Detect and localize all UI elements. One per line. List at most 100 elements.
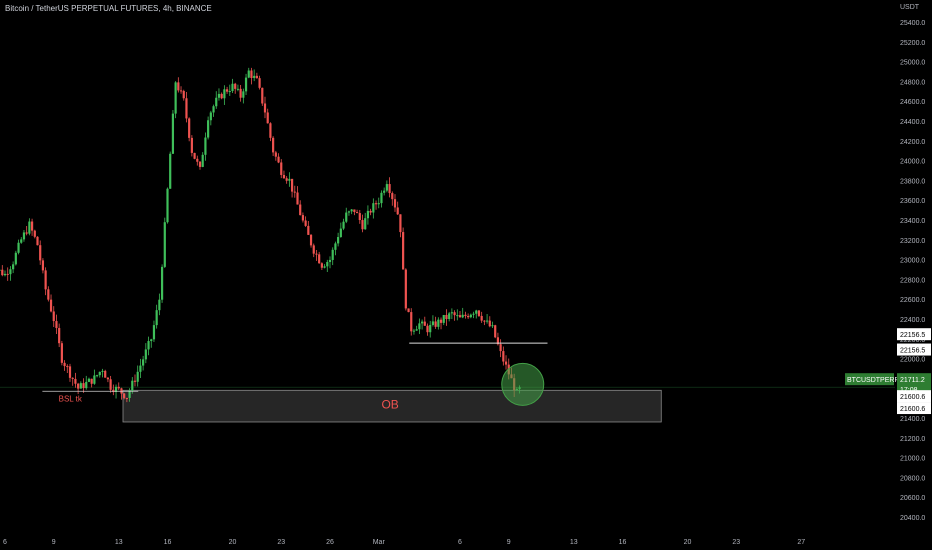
candle-body <box>448 313 451 320</box>
candle-body <box>142 359 145 366</box>
price-tag-level-2: 22156.5 <box>900 348 925 355</box>
candle-body <box>12 264 15 270</box>
candle-body <box>307 225 310 235</box>
candle-body <box>128 390 131 398</box>
candle-body <box>3 273 7 276</box>
price-tick-label: 23600.0 <box>900 198 925 205</box>
price-tag-level-1: 22156.5 <box>900 332 925 339</box>
time-tick-label: 13 <box>570 539 578 546</box>
time-tick-label: 9 <box>507 539 511 546</box>
candle-body <box>331 249 334 260</box>
candle-body <box>225 89 229 92</box>
order-block-layer <box>122 389 662 423</box>
candle-body <box>347 211 351 213</box>
candle-body <box>339 228 342 238</box>
price-tick-label: 25400.0 <box>900 20 925 27</box>
candle-body <box>155 310 158 326</box>
candle-body <box>445 314 448 320</box>
candle-body <box>95 375 99 377</box>
price-tick-label: 20600.0 <box>900 495 925 502</box>
candle-body <box>385 184 388 191</box>
candle-body <box>299 204 302 216</box>
candle-body <box>196 158 199 162</box>
candle-body <box>269 123 272 138</box>
price-axis[interactable]: 25400.0 25200.0 25000.0 24800.0 24600.0 24400… <box>900 20 925 522</box>
candle-body <box>6 273 9 275</box>
candle-body <box>312 245 315 254</box>
candle-body <box>423 321 426 326</box>
time-axis[interactable]: 6 9 13 16 20 23 26 Mar 6 9 13 16 20 23 27 <box>3 539 805 546</box>
candle-body <box>318 254 321 264</box>
candle-body <box>426 325 429 333</box>
candle-body <box>63 362 66 367</box>
candle-body <box>345 212 348 222</box>
candle-body <box>502 351 505 362</box>
candle-body <box>204 137 207 155</box>
candle-body <box>71 377 74 379</box>
candle-body <box>328 259 332 263</box>
price-tick-label: 24200.0 <box>900 139 925 146</box>
candle-body <box>404 269 407 309</box>
candle-body <box>39 245 42 261</box>
candle-body <box>323 266 326 268</box>
candle-body <box>236 88 240 90</box>
candle-body <box>499 344 502 352</box>
candle-body <box>431 321 435 325</box>
candle-body <box>475 310 478 314</box>
candle-body <box>442 314 445 323</box>
candle-body <box>109 379 112 390</box>
price-tag-level-3: 21600.6 <box>900 394 925 401</box>
price-tick-label: 20400.0 <box>900 515 925 522</box>
candle-body <box>217 93 221 98</box>
price-tags: 22156.522156.5BTCUSDTPERP21711.217:08216… <box>845 328 931 415</box>
price-tick-label: 22000.0 <box>900 357 925 364</box>
candle-body <box>391 193 394 200</box>
time-tick-label: 6 <box>458 539 462 546</box>
highlight-circle <box>501 362 545 406</box>
candle-body <box>412 330 416 332</box>
candle-body <box>239 88 242 98</box>
candle-body <box>68 366 72 378</box>
time-tick-label: 26 <box>326 539 334 546</box>
candle-body <box>309 234 313 246</box>
candle-body <box>9 269 12 275</box>
candle-body <box>429 324 432 333</box>
candle-body <box>131 380 134 391</box>
price-tag-level-2-bg <box>897 343 931 356</box>
time-tick-label: 6 <box>3 539 7 546</box>
candle-body <box>396 207 399 215</box>
price-tick-label: 23800.0 <box>900 178 925 185</box>
candle-body <box>458 315 462 318</box>
candle-body <box>244 77 248 92</box>
candle-body <box>388 184 391 194</box>
price-tick-label: 21400.0 <box>900 416 925 423</box>
candle-body <box>358 213 361 221</box>
candle-body <box>407 308 410 313</box>
price-tag-level-4-bg <box>897 402 931 415</box>
candle-body <box>485 320 489 322</box>
candle-body <box>361 220 364 230</box>
candle-body <box>274 152 277 157</box>
candle-body <box>491 325 494 327</box>
candle-body <box>212 106 215 113</box>
price-tick-label: 25000.0 <box>900 60 925 67</box>
candle-body <box>85 381 88 389</box>
candle-body <box>125 397 128 399</box>
symbol-tag: BTCUSDTPERP <box>847 377 899 384</box>
time-tick-label: 20 <box>229 539 237 546</box>
candle-body <box>101 370 104 372</box>
candle-body <box>504 361 508 365</box>
candle-body <box>277 156 280 163</box>
candle-body <box>320 263 323 268</box>
candle-body <box>104 370 107 378</box>
candle-body <box>41 260 45 271</box>
candle-body <box>437 319 440 327</box>
order-block-box <box>122 389 662 423</box>
price-tick-label: 25200.0 <box>900 40 925 47</box>
candle-body <box>158 299 161 311</box>
candle-body <box>163 222 166 267</box>
candle-body <box>364 218 367 230</box>
candle-body <box>201 154 204 167</box>
